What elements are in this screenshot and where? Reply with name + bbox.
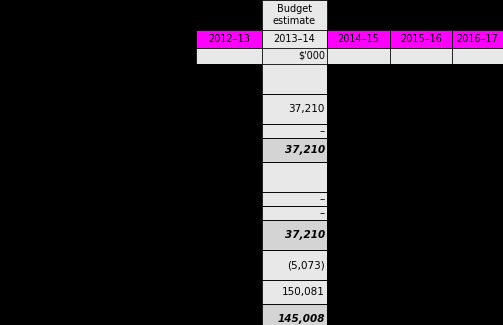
Bar	[390, 220, 452, 250]
Bar	[196, 94, 262, 124]
Bar	[390, 280, 452, 304]
Bar	[327, 192, 390, 206]
Bar	[390, 124, 452, 138]
Bar	[262, 124, 327, 138]
Bar	[0, 0, 196, 325]
Bar	[452, 138, 503, 162]
Bar	[262, 162, 327, 192]
Text: –: –	[320, 194, 325, 204]
Text: –: –	[320, 208, 325, 218]
Bar	[327, 64, 390, 94]
Bar	[196, 250, 262, 280]
Bar	[390, 64, 452, 94]
Bar	[452, 162, 503, 192]
Bar	[327, 220, 390, 250]
Bar	[390, 206, 452, 220]
Bar	[262, 304, 327, 325]
Bar	[262, 280, 327, 304]
Text: 150,081: 150,081	[282, 287, 325, 297]
Bar	[327, 162, 390, 192]
Bar	[262, 138, 327, 162]
Bar	[196, 162, 262, 192]
Bar	[196, 220, 262, 250]
Bar	[262, 206, 327, 220]
Text: (5,073): (5,073)	[287, 260, 325, 270]
Bar	[196, 30, 262, 48]
Bar	[452, 94, 503, 124]
Bar	[262, 250, 327, 280]
Bar	[452, 250, 503, 280]
Bar	[452, 206, 503, 220]
Bar	[327, 304, 390, 325]
Text: 2013–14: 2013–14	[274, 34, 315, 44]
Text: 2016–17: 2016–17	[457, 34, 498, 44]
Bar	[196, 192, 262, 206]
Bar	[390, 250, 452, 280]
Text: –: –	[320, 126, 325, 136]
Text: 37,210: 37,210	[285, 145, 325, 155]
Bar	[452, 192, 503, 206]
Bar	[196, 206, 262, 220]
Text: $'000: $'000	[298, 51, 325, 61]
Bar	[196, 304, 262, 325]
Bar	[452, 124, 503, 138]
Bar	[196, 48, 262, 64]
Bar	[196, 64, 262, 94]
Bar	[390, 48, 452, 64]
Bar	[452, 30, 503, 48]
Text: Budget
estimate: Budget estimate	[273, 4, 316, 26]
Text: 2015–16: 2015–16	[400, 34, 442, 44]
Bar	[390, 30, 452, 48]
Bar	[390, 162, 452, 192]
Text: 2012–13: 2012–13	[208, 34, 250, 44]
Bar	[390, 304, 452, 325]
Bar	[452, 220, 503, 250]
Bar	[262, 94, 327, 124]
Bar	[196, 124, 262, 138]
Bar	[327, 280, 390, 304]
Bar	[262, 30, 327, 48]
Bar	[262, 48, 327, 64]
Bar	[196, 280, 262, 304]
Bar	[390, 192, 452, 206]
Bar	[452, 64, 503, 94]
Bar	[327, 124, 390, 138]
Bar	[452, 280, 503, 304]
Bar	[262, 0, 327, 30]
Bar	[390, 138, 452, 162]
Bar	[262, 192, 327, 206]
Text: 37,210: 37,210	[285, 230, 325, 240]
Bar	[452, 48, 503, 64]
Bar	[327, 48, 390, 64]
Bar	[327, 30, 390, 48]
Bar	[327, 250, 390, 280]
Bar	[262, 220, 327, 250]
Bar	[327, 138, 390, 162]
Text: 145,008: 145,008	[278, 314, 325, 324]
Bar	[390, 94, 452, 124]
Bar	[452, 304, 503, 325]
Text: 2014–15: 2014–15	[338, 34, 379, 44]
Bar	[327, 206, 390, 220]
Bar	[327, 94, 390, 124]
Text: 37,210: 37,210	[289, 104, 325, 114]
Bar	[262, 64, 327, 94]
Bar	[196, 138, 262, 162]
